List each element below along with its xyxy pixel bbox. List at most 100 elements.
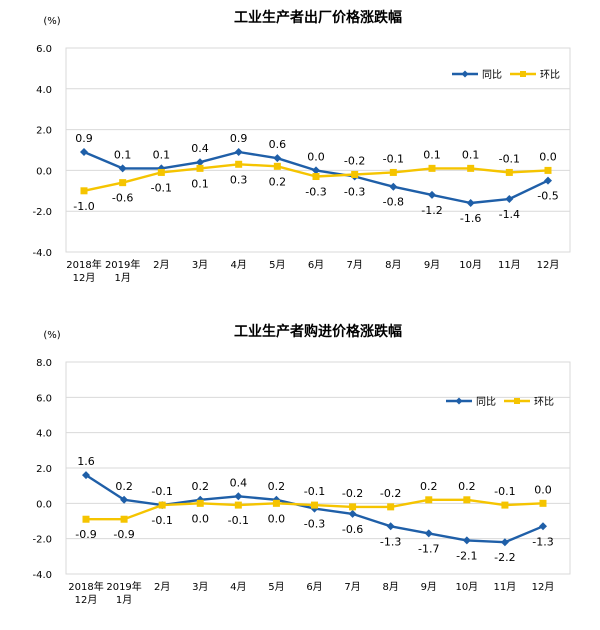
chart2-xtick-label: 5月: [268, 581, 284, 593]
chart2-point-mom: [234, 501, 242, 509]
chart1-point-yoy: [80, 148, 88, 157]
chart1-point-mom: [312, 173, 320, 181]
chart2-data-label-mom: 0.0: [192, 512, 210, 525]
chart1-point-mom: [235, 160, 243, 168]
chart2-point-mom: [539, 499, 547, 507]
chart2-xtick-label: 7月: [344, 581, 360, 593]
chart2-data-label-mom: -0.2: [380, 487, 401, 500]
chart1-legend-label: 环比: [540, 69, 560, 81]
chart2-unit-label: (%): [43, 330, 60, 341]
chart2-data-label-mom: 0.2: [458, 480, 476, 493]
chart2-data-label-mom: -0.9: [75, 528, 96, 541]
chart1-data-label-mom: 0.3: [230, 173, 248, 186]
chart1-legend-marker: [461, 70, 469, 78]
chart1-point-mom: [467, 164, 475, 172]
chart1-ytick-label: 0.0: [36, 166, 52, 177]
chart1-legend-marker: [520, 71, 526, 77]
chart2-point-mom: [272, 499, 280, 507]
chart1-xtick-label: 2018年: [66, 258, 101, 271]
chart2-xtick-label: 6月: [306, 581, 322, 593]
chart1-ytick-label: 4.0: [36, 85, 52, 96]
chart2-point-mom: [196, 499, 204, 507]
chart2-data-label-yoy: 0.2: [115, 480, 133, 493]
chart1-data-label-yoy: -1.6: [460, 212, 481, 225]
chart2-point-yoy: [424, 529, 433, 538]
chart1-data-label-mom: -1.0: [73, 200, 94, 213]
chart2-data-label-mom: -0.2: [342, 487, 363, 500]
chart2-xtick-label: 2月: [154, 581, 170, 593]
chart1-point-mom: [157, 168, 165, 176]
chart2-xtick-label: 3月: [192, 581, 208, 593]
chart2-legend-marker: [514, 398, 520, 404]
chart2-data-label-yoy: 0.4: [230, 476, 248, 489]
chart1-data-label-yoy: -0.8: [383, 196, 404, 209]
chart1-point-mom: [273, 162, 281, 170]
chart2-ytick-label: 0.0: [36, 499, 52, 510]
chart2-point-yoy: [386, 522, 395, 531]
chart1-xtick-label: 2019年: [105, 258, 140, 271]
chart2-data-label-mom: -0.1: [304, 485, 325, 498]
chart1-data-label-mom: -0.1: [151, 181, 172, 194]
chart2-ytick-label: 2.0: [36, 464, 52, 475]
chart2-ytick-label: -2.0: [32, 535, 52, 546]
chart2-data-label-mom: 0.0: [534, 483, 552, 496]
chart2-data-label-yoy: 0.2: [192, 480, 210, 493]
chart2-xtick-label: 2018年: [68, 580, 103, 593]
chart2-data-label-mom: -0.1: [151, 485, 172, 498]
chart1-data-label-yoy: 0.9: [230, 132, 248, 145]
chart1-data-label-yoy: -0.3: [344, 186, 365, 199]
chart2-xtick-label: 4月: [230, 581, 246, 593]
chart1-xtick-label: 2月: [153, 259, 169, 271]
chart2-point-mom: [82, 515, 90, 523]
chart1-data-label-mom: -0.3: [305, 186, 326, 199]
chart2-xtick-label: 12月: [532, 581, 555, 593]
chart2-point-mom: [311, 501, 318, 509]
chart2-data-label-yoy: -0.3: [304, 518, 325, 531]
chart1-xtick-label: 4月: [230, 259, 246, 271]
chart2-point-mom: [387, 503, 395, 511]
chart2-data-label-yoy: 0.2: [268, 480, 286, 493]
chart1-point-mom: [505, 168, 513, 176]
chart2-ytick-label: 4.0: [36, 429, 52, 440]
chart2-point-yoy: [462, 536, 471, 545]
chart1-data-label-yoy: 0.0: [307, 150, 325, 163]
chart1-data-label-mom: 0.2: [269, 175, 287, 188]
chart1-data-label-yoy: 0.6: [269, 138, 287, 151]
chart2-xtick-label: 9月: [421, 581, 437, 593]
chart2-point-mom: [349, 503, 357, 511]
chart1-xtick-label: 3月: [192, 259, 208, 271]
chart1-point-yoy: [544, 176, 552, 185]
chart1-point-mom: [196, 164, 204, 172]
chart2-data-label-yoy: -0.1: [151, 514, 172, 527]
chart1-xtick-label: 7月: [346, 259, 362, 271]
chart1-data-label-mom: -0.6: [112, 192, 133, 205]
chart2-ytick-label: 8.0: [36, 358, 52, 369]
chart2-data-label-mom: -0.1: [494, 485, 515, 498]
chart1-legend-label: 同比: [482, 69, 502, 81]
chart1-xtick-label: 6月: [308, 259, 324, 271]
chart1-title: 工业生产者出厂价格涨跌幅: [234, 9, 402, 26]
chart2-data-label-yoy: -1.3: [532, 535, 553, 548]
chart1-xtick-label: 12月: [537, 259, 560, 271]
chart2-point-yoy: [234, 492, 243, 501]
chart1-xtick-label: 8月: [385, 259, 401, 271]
chart1-data-label-yoy: -1.4: [499, 208, 520, 221]
chart2-point-yoy: [120, 495, 129, 504]
chart1-data-label-mom: 0.1: [423, 148, 441, 161]
chart2-data-label-mom: -0.1: [228, 514, 249, 527]
chart2-point-yoy: [348, 509, 357, 518]
chart2-xtick-label: 10月: [455, 581, 478, 593]
chart1-point-mom: [80, 187, 88, 195]
chart1-data-label-yoy: 0.9: [75, 132, 93, 145]
chart2-legend-label: 同比: [476, 396, 496, 408]
chart1-point-yoy: [505, 194, 514, 203]
chart1-point-yoy: [234, 148, 243, 157]
chart2-point-yoy: [539, 522, 547, 531]
chart1-point-mom: [428, 164, 436, 172]
chart2-data-label-yoy: -2.1: [456, 549, 477, 562]
chart1-data-label-mom: -0.1: [383, 152, 404, 165]
chart1-data-label-yoy: 0.1: [114, 148, 132, 161]
chart2-point-yoy: [500, 538, 509, 547]
chart2-xtick-label: 12月: [75, 594, 98, 606]
chart1-plot-frame: [65, 47, 571, 253]
